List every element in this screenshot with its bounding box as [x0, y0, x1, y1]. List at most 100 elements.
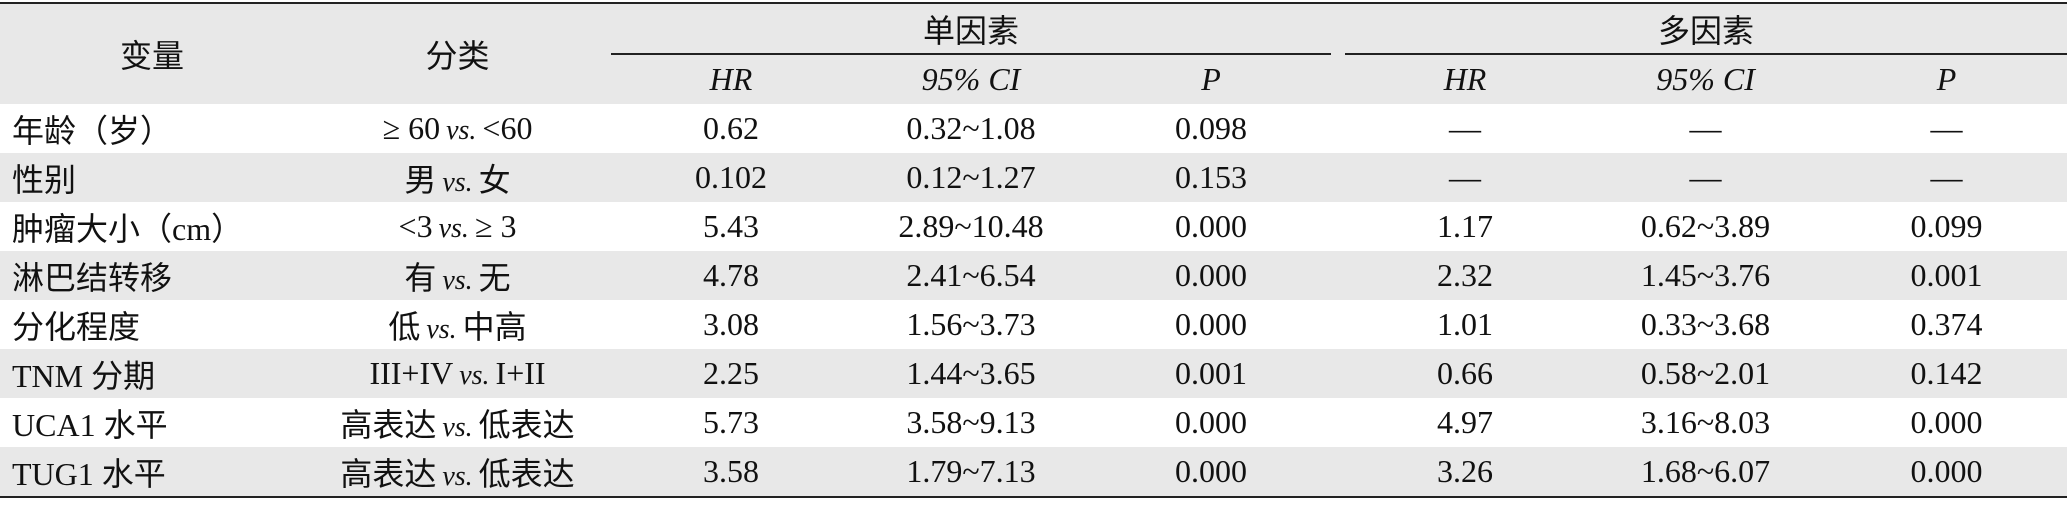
gap: [1331, 398, 1345, 447]
category-part: 低: [388, 308, 421, 345]
category-cell: 有 vs. 无: [304, 251, 611, 300]
value-cell: 0.098: [1175, 110, 1247, 146]
group-header: 单因素: [611, 3, 1332, 55]
value-cell: 0.62~3.89: [1640, 208, 1771, 244]
table-row: TNM 分期 III+IV vs. I+II 2.25 1.44~3.65 0.001 0.6…: [0, 349, 2068, 398]
value-cell: 0.374: [1910, 306, 1983, 342]
value-cell: 1.44~3.65: [906, 355, 1036, 391]
value-cell: 3.58: [703, 453, 759, 489]
variable-cell: TUG1 水平: [12, 455, 166, 492]
value-cell: 2.41~6.54: [906, 257, 1036, 293]
value-cell: 0.102: [695, 159, 767, 195]
category-part: 无: [478, 259, 511, 296]
table-row: 性别 男 vs. 女 0.102 0.12~1.27 0.153 — — —: [0, 153, 2068, 202]
value-cell: 1.79~7.13: [906, 453, 1036, 489]
header-cell: 95% CI: [921, 61, 1021, 97]
value-cell: 0.001: [1910, 257, 1983, 293]
gap: [1331, 251, 1345, 300]
gap: [1331, 104, 1345, 153]
category-part: I+II: [495, 355, 546, 391]
vs-label: vs.: [426, 313, 457, 345]
value-cell: 5.73: [703, 404, 759, 440]
table-row: 年龄（岁） ≥ 60 vs. <60 0.62 0.32~1.08 0.098 — — —: [0, 104, 2067, 153]
category-part: III+IV: [369, 355, 454, 391]
category-part: 女: [478, 161, 511, 198]
value-cell: 3.58~9.13: [906, 404, 1036, 440]
value-cell: —: [1689, 159, 1722, 195]
table-row: 分化程度 低 vs. 中高 3.08 1.56~3.73 0.000 1.01 0.33~3.6…: [0, 300, 2067, 349]
value-cell: 0.33~3.68: [1640, 306, 1771, 342]
value-cell: 0.000: [1175, 257, 1247, 293]
vs-label: vs.: [459, 360, 490, 391]
category-part: ≥ 60: [382, 110, 441, 146]
value-cell: 2.89~10.48: [898, 208, 1044, 244]
header-cell: 分类: [425, 38, 490, 74]
value-cell: 0.000: [1910, 404, 1983, 440]
category-part: 低表达: [478, 455, 575, 492]
category-cell: 高表达 vs. 低表达: [304, 447, 611, 497]
value-cell: 1.45~3.76: [1640, 257, 1771, 293]
header-cell: P: [1936, 61, 1957, 97]
variable-cell: 肿瘤大小（cm）: [12, 210, 244, 247]
category-cell: III+IV vs. I+II: [304, 349, 611, 398]
group-header: 多因素: [1345, 3, 2068, 55]
variable-cell: 淋巴结转移: [12, 259, 173, 296]
value-cell: —: [1449, 159, 1482, 195]
value-cell: 5.43: [703, 208, 759, 244]
gap: [1331, 153, 1345, 202]
table-row: 肿瘤大小（cm） <3 vs. ≥ 3 5.43 2.89~10.48 0.000 1.17 0…: [0, 202, 2067, 251]
vs-label: vs.: [442, 166, 473, 198]
value-cell: 2.32: [1437, 257, 1494, 293]
category-cell: 男 vs. 女: [304, 153, 611, 202]
value-cell: 2.25: [703, 355, 759, 391]
table-row: UCA1 水平 高表达 vs. 低表达 5.73 3.58~9.13 0.000 4.97 3.…: [0, 398, 2067, 447]
value-cell: —: [1930, 159, 1963, 195]
value-cell: 0.58~2.01: [1640, 355, 1771, 391]
header-cell: 变量: [119, 38, 184, 74]
value-cell: 4.78: [703, 257, 759, 293]
gap: [1331, 447, 1345, 497]
header-cell: HR: [1443, 61, 1487, 97]
category-cell: <3 vs. ≥ 3: [304, 202, 611, 251]
table-row: TUG1 水平 高表达 vs. 低表达 3.58 1.79~7.13 0.000 3.26 1.…: [0, 447, 2068, 497]
value-cell: 1.17: [1437, 208, 1494, 244]
gap: [1331, 202, 1345, 251]
category-cell: 低 vs. 中高: [304, 300, 611, 349]
category-part: 中高: [462, 308, 527, 345]
variable-cell: 年龄（岁）: [12, 112, 173, 149]
category-cell: 高表达 vs. 低表达: [304, 398, 611, 447]
table-row: 淋巴结转移 有 vs. 无 4.78 2.41~6.54 0.000 2.32 1.45~3.7…: [0, 251, 2068, 300]
value-cell: 1.01: [1437, 306, 1494, 342]
value-cell: 0.001: [1175, 355, 1247, 391]
value-cell: 0.000: [1910, 453, 1983, 489]
value-cell: 0.32~1.08: [906, 110, 1036, 146]
vs-label: vs.: [442, 411, 473, 443]
table-header: 变量 分类 单因素 多因素 HR 95% CI P HR 95% CI P: [0, 3, 2068, 104]
value-cell: 0.66: [1437, 355, 1494, 391]
value-cell: 0.099: [1910, 208, 1983, 244]
value-cell: 0.000: [1175, 306, 1247, 342]
header-cell: P: [1201, 61, 1221, 97]
category-part: 高表达: [340, 455, 437, 492]
variable-cell: TNM 分期: [12, 357, 156, 394]
header-cell: 95% CI: [1656, 61, 1755, 97]
value-cell: —: [1930, 110, 1963, 146]
value-cell: 3.16~8.03: [1640, 404, 1771, 440]
value-cell: 0.000: [1175, 404, 1247, 440]
variable-cell: 分化程度: [12, 308, 141, 345]
vs-label: vs.: [446, 115, 477, 146]
category-part: <3: [398, 208, 433, 244]
value-cell: 1.68~6.07: [1640, 453, 1771, 489]
value-cell: 0.62: [703, 110, 759, 146]
value-cell: 3.08: [703, 306, 759, 342]
category-part: 有: [404, 259, 437, 296]
value-cell: 4.97: [1437, 404, 1494, 440]
vs-label: vs.: [442, 264, 473, 296]
value-cell: 0.000: [1175, 453, 1247, 489]
variable-cell: 性别: [12, 161, 77, 198]
variable-cell: UCA1 水平: [12, 406, 168, 443]
vs-label: vs.: [442, 460, 473, 492]
category-cell: ≥ 60 vs. <60: [304, 104, 611, 153]
